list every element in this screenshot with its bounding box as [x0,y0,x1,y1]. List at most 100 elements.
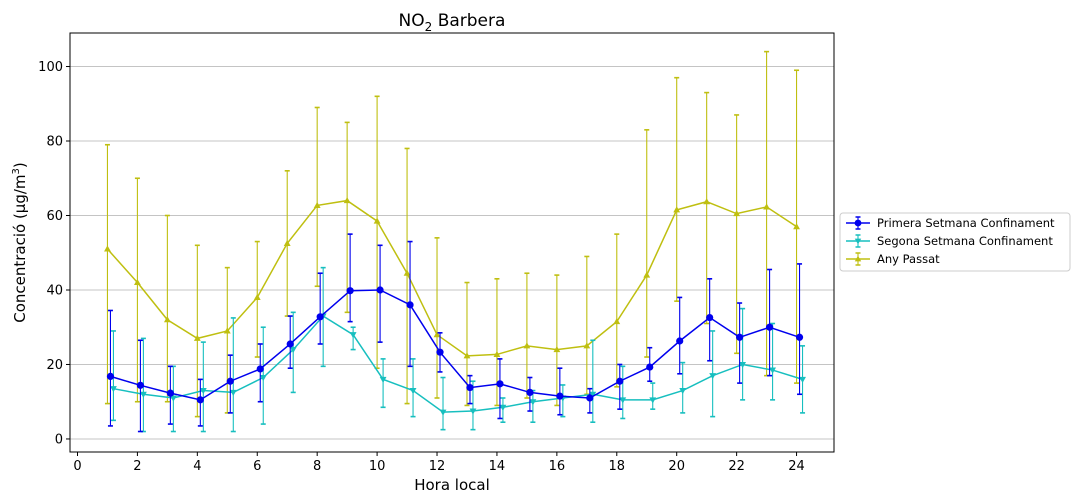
data-point [586,394,594,402]
series-layer [104,50,806,433]
data-point [466,383,474,392]
legend-entry-0: Primera Setmana Confinament [846,216,1055,230]
data-point [316,313,324,321]
data-point [709,373,717,380]
data-point [763,203,771,210]
data-point [166,389,174,397]
data-point [646,363,654,371]
legend-box [839,212,1071,272]
data-point [346,287,354,295]
legend-entry-1: Segona Setmana Confinament [846,234,1053,248]
data-point [649,397,657,404]
data-point [376,286,384,294]
data-point [526,388,534,397]
y-tick-label: 20 [46,358,63,373]
data-point [104,245,111,252]
data-point [643,271,651,278]
data-point [589,391,597,398]
data-point [289,347,297,354]
data-point [133,278,141,286]
data-point [469,408,477,415]
y-tick-label: 100 [38,60,63,75]
x-tick-label: 4 [193,459,201,474]
legend-label: Any Passat [877,252,940,266]
data-point [373,217,381,224]
errorbars-0 [107,233,803,433]
data-point [110,386,117,393]
data-point [493,350,501,357]
data-point [169,395,177,402]
data-point [736,333,744,341]
data-point [676,337,684,345]
data-point [343,197,351,204]
data-point [496,380,504,388]
data-point [193,334,201,341]
data-point [226,377,234,385]
chart-title-main: NO [399,11,425,31]
data-point [583,342,591,349]
data-point [556,392,564,400]
data-point [499,404,507,411]
data-point [106,372,115,380]
legend: Primera Setmana Confinament Segona Setman… [839,212,1071,272]
x-tick-label: 2 [133,459,141,474]
data-point [463,352,471,359]
data-point [795,333,804,341]
data-point [616,377,624,385]
x-tick-label: 12 [429,459,446,474]
data-point [436,348,444,356]
data-point [409,388,417,395]
plot-frame [69,32,835,453]
data-point [706,313,714,322]
x-tick-label: 22 [728,459,745,474]
data-point [313,201,321,208]
x-tick-label: 0 [73,459,81,474]
y-axis-title-end: ) [11,162,29,168]
data-point [403,269,411,276]
legend-swatch-marker [854,255,862,262]
data-point [196,396,204,404]
data-point [739,361,747,369]
data-point [703,198,711,205]
data-point [163,316,171,323]
data-point [553,345,561,353]
data-point [283,239,291,246]
legend-label: Segona Setmana Confinament [877,234,1053,248]
x-tick-label: 16 [549,459,566,474]
data-point [523,342,531,349]
data-point [733,210,741,217]
data-point [529,399,537,406]
chart-title-subscript: 2 [425,20,433,34]
x-tick-label: 10 [369,459,386,474]
data-point [256,365,264,373]
data-point [613,318,621,325]
data-point [253,293,261,300]
data-point [223,327,231,334]
series-line [113,315,803,413]
data-point [139,391,147,398]
x-axis-title: Hora local [414,476,490,494]
data-point [765,323,774,331]
data-point [199,388,207,395]
x-tick-label: 6 [253,459,261,474]
y-axis-title-superscript: 3 [11,168,22,174]
chart-title: NO2 Barbera [399,11,506,34]
y-tick-label: 60 [46,209,63,224]
series-0 [106,233,804,433]
data-point [349,332,357,339]
y-tick-label: 40 [46,283,63,298]
data-point [679,388,687,395]
series-line [106,199,797,357]
y-axis-title: Concentració (µg/m3) [11,162,29,323]
data-point [136,381,145,389]
series-line [110,289,800,401]
data-point [433,331,441,338]
legend-label: Primera Setmana Confinament [877,216,1055,230]
chart-title-suffix: Barbera [432,11,505,31]
data-point [286,340,294,348]
data-point [673,206,681,213]
data-point [799,376,806,383]
data-point [769,367,777,374]
